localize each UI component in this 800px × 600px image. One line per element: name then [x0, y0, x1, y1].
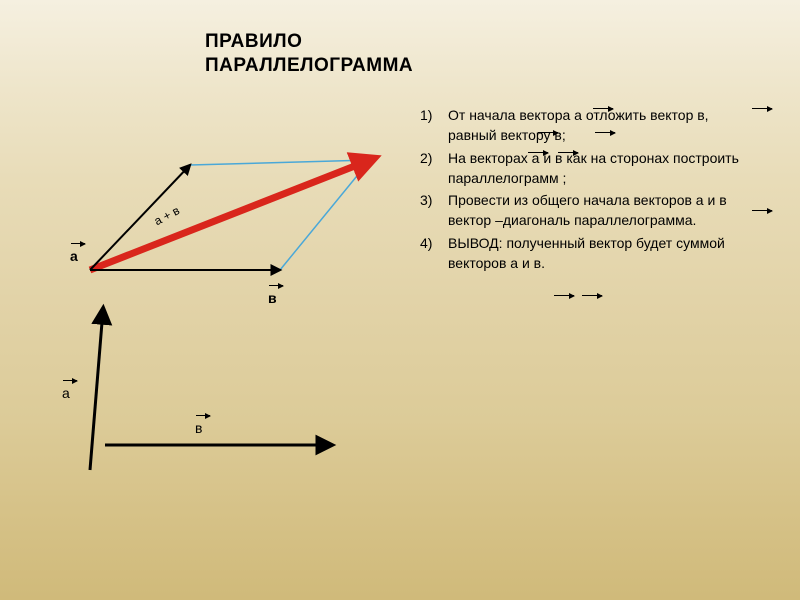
guide-line [190, 160, 370, 165]
label-a-small: а [62, 385, 70, 401]
label-b-small: в [195, 420, 202, 436]
vector-sum [90, 160, 370, 270]
slide-container: ПРАВИЛО ПАРАЛЛЕЛОГРАММА От начала вектор… [0, 0, 800, 600]
label-a-main: а [70, 248, 78, 264]
vector-diagram [0, 0, 800, 600]
vector-a-lower [90, 310, 103, 470]
label-b-main: в [268, 290, 277, 306]
